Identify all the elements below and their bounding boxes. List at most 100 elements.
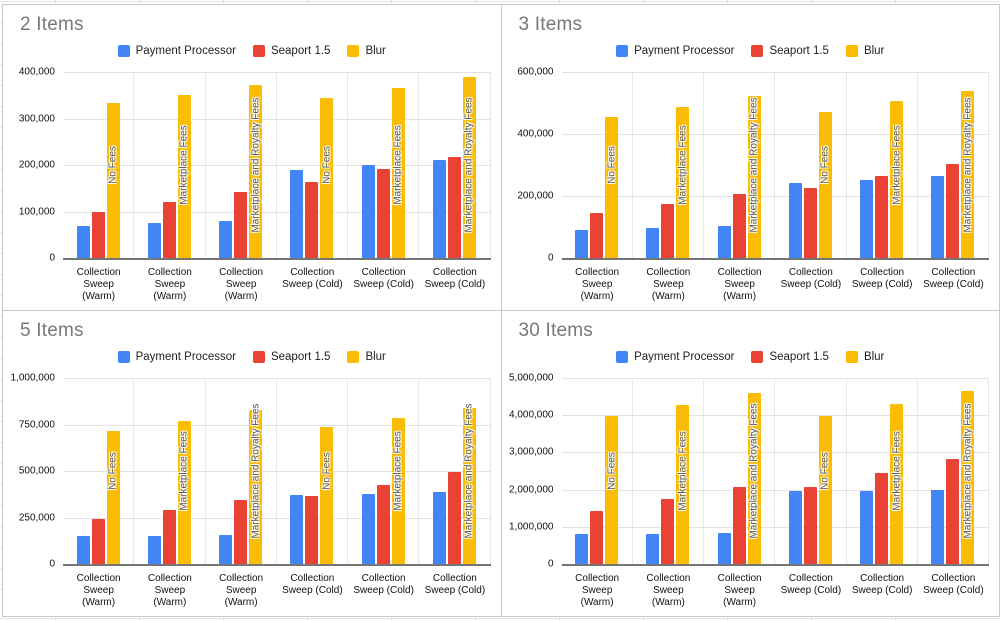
y-axis-tick-label: 0 [49,558,55,570]
chart-panel-3-items[interactable]: 3 Items Payment Processor Seaport 1.5 Blur 6… [501,5,999,310]
bar-seaport-1-5 [91,211,105,258]
bar-seaport-1-5 [376,484,390,564]
x-axis-label: Collection Sweep (Warm) [206,573,277,609]
bar-group [633,405,703,564]
x-axis-label-line: Sweep [154,585,186,596]
x-axis-label: Collection Sweep (Warm) [63,267,134,303]
x-axis-label: Collection Sweep (Warm) [633,267,704,303]
x-axis-label-line: (Warm) [651,597,685,608]
y-axis-tick-label: 100,000 [18,206,55,217]
bar-payment-processor [76,536,90,564]
legend-item-blur: Blur [845,45,884,57]
y-axis-tick-label: 600,000 [517,66,554,78]
x-axis-label-line: Collection [361,573,406,584]
category-slot: Marketplace Fees [134,378,206,564]
x-axis-label: Collection Sweep (Cold) [918,573,989,609]
legend-swatch-payment-processor-icon [117,351,130,363]
x-axis-label-line: Sweep (Cold) [282,279,343,290]
x-axis-label: Collection Sweep (Cold) [847,573,918,609]
bar-payment-processor [290,495,304,564]
bar-annotation: No Fees [107,452,119,490]
bar-annotation: No Fees [606,146,618,184]
x-axis-label-line: (Warm) [723,597,757,608]
legend-item-seaport-1-5: Seaport 1.5 [252,45,330,57]
x-axis-label-line: Collection [646,573,691,584]
x-axis-label-line: Sweep [724,279,755,290]
legend-item-payment-processor: Payment Processor [117,351,236,363]
legend-item-blur: Blur [845,351,884,363]
bar-payment-processor [432,491,446,564]
legend-item-blur: Blur [347,45,386,57]
x-axis-label-line: (Warm) [82,597,116,608]
bar-seaport-1-5 [305,182,319,258]
bar-group [633,106,703,258]
bar-annotation: Marketplace and Royalty Fees [748,97,760,233]
x-axis-label-line: Collection [147,573,192,584]
x-axis-label-line: Sweep [154,279,186,290]
legend-item-seaport-1-5: Seaport 1.5 [751,45,829,57]
category-slot: Marketplace Fees [348,72,420,258]
bar-group [348,417,418,564]
x-axis-label-line: (Warm) [153,597,187,608]
category-slot: Marketplace and Royalty Fees [206,378,277,564]
y-axis-tick-label: 0 [49,252,55,264]
bar-seaport-1-5 [946,458,960,564]
bar-payment-processor [432,160,446,258]
bar-seaport-1-5 [661,499,675,564]
legend-swatch-seaport-1-5-icon [252,45,265,57]
x-axis-label-line: Collection [717,573,762,584]
bar-blur [818,112,832,258]
legend-swatch-seaport-1-5-icon [252,351,265,363]
bar-annotation: Marketplace and Royalty Fees [962,97,974,233]
bar-blur [462,77,476,258]
bar-payment-processor [717,226,731,258]
chart-panel-2-items[interactable]: 2 Items Payment Processor Seaport 1.5 Blur 4… [3,5,501,310]
bar-blur [249,410,263,564]
bar-group [704,96,774,258]
chart-area: 1,000,000 750,000 500,000 250,000 0 No Fees Ma… [3,311,501,616]
gridline [63,471,491,472]
category-slot: Marketplace and Royalty Fees [704,72,776,258]
chart-area: 5,000,000 4,000,000 3,000,000 2,000,000 1,00… [502,311,1000,616]
bar-blur [177,95,191,258]
x-axis-label: Collection Sweep (Warm) [704,267,775,303]
x-axis-label-line: Sweep [653,585,684,596]
bar-annotation: Marketplace and Royalty Fees [962,403,974,539]
bar-annotation: Marketplace Fees [178,431,190,511]
bar-seaport-1-5 [946,163,960,258]
x-axis-label-line: Collection [76,573,121,584]
legend-label: Seaport 1.5 [769,45,829,57]
x-axis-label-line: (Warm) [651,291,685,302]
chart-panel-30-items[interactable]: 30 Items Payment Processor Seaport 1.5 Blur… [501,311,1000,616]
bar-seaport-1-5 [162,509,176,564]
bar-seaport-1-5 [162,202,176,258]
x-axis-label-line: Collection [575,573,620,584]
x-axis-label-line: Sweep [581,585,613,596]
x-axis-label: Collection Sweep (Warm) [704,573,775,609]
legend-label: Seaport 1.5 [270,351,331,363]
legend-swatch-blur-icon [845,351,858,363]
chart-panel-5-items[interactable]: 5 Items Payment Processor Seaport 1.5 Blur 1… [3,311,501,616]
x-axis-label-line: Collection [646,267,691,278]
bar-seaport-1-5 [376,169,390,258]
x-axis-label: Collection Sweep (Warm) [63,573,134,609]
y-axis-tick-label: 0 [547,252,554,264]
x-axis-label: Collection Sweep (Cold) [419,267,490,303]
bar-group [847,101,917,258]
bar-blur [961,391,975,564]
bar-payment-processor [717,532,731,564]
bar-group [63,431,133,564]
category-slot: Marketplace Fees [348,378,420,564]
legend-item-seaport-1-5: Seaport 1.5 [252,351,331,363]
y-axis-tick-label: 1,000,000 [10,372,56,384]
bar-seaport-1-5 [875,175,889,258]
bar-group [704,392,774,564]
x-axis-label-line: Collection [931,573,976,584]
y-axis-tick-label: 200,000 [517,190,554,202]
bar-annotation: Marketplace Fees [392,125,404,205]
category-slots: No Fees Marketplace Fees Marketplace and R… [63,72,491,258]
bar-payment-processor [575,230,589,258]
category-slots: No Fees Marketplace Fees Marketplace and R… [63,378,491,564]
gridline [561,415,989,417]
y-axis-tick-label: 750,000 [18,419,55,430]
